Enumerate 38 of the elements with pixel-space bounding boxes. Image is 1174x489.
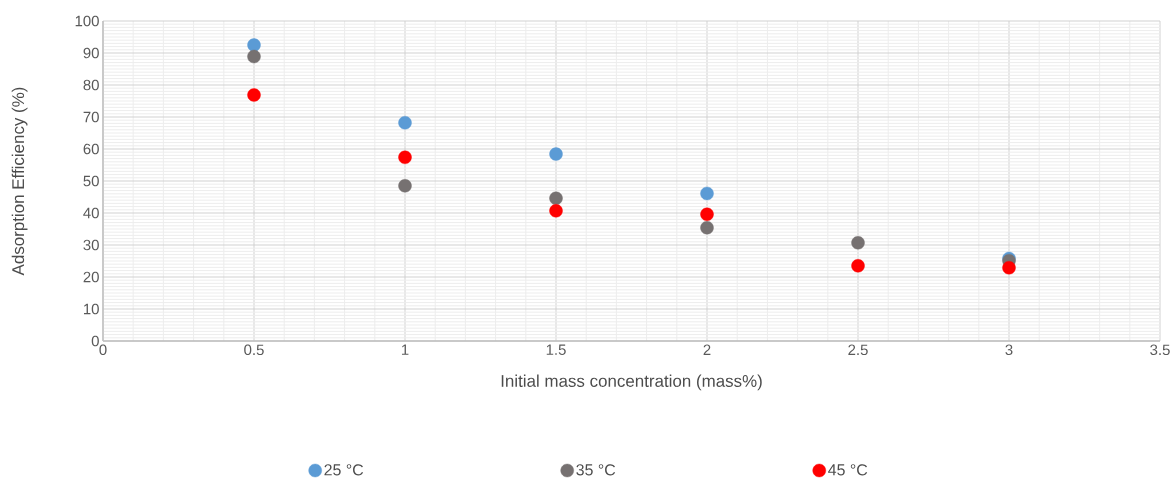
y-tick-label: 100 <box>75 15 99 27</box>
x-tick-label: 1.5 <box>546 344 566 355</box>
point <box>398 116 412 130</box>
y-tick-label: 20 <box>83 271 99 283</box>
x-tick-label: 2 <box>703 344 711 355</box>
point <box>549 147 563 161</box>
y-tick-label: 0 <box>91 335 99 347</box>
legend-label: 45 °C <box>828 464 868 476</box>
point <box>851 236 865 250</box>
x-tick-label: 0.5 <box>244 344 264 356</box>
x-tick-label: 0 <box>99 344 107 356</box>
y-tick-label: 30 <box>83 239 99 251</box>
point <box>851 259 865 273</box>
y-tick-label: 10 <box>84 303 99 315</box>
y-tick-label: 60 <box>83 143 99 155</box>
legend-label: 25 °C <box>324 464 364 476</box>
x-tick-label: 1 <box>401 344 409 355</box>
point <box>398 150 412 165</box>
point <box>1002 261 1016 275</box>
point <box>398 179 412 193</box>
point <box>549 204 563 218</box>
y-tick-label: 80 <box>83 79 99 91</box>
point <box>700 186 714 201</box>
point <box>247 49 261 64</box>
x-tick-label: 3 <box>1005 344 1013 356</box>
y-tick-label: 40 <box>83 207 99 219</box>
point <box>549 191 563 205</box>
x-tick-label: 3.5 <box>1150 344 1170 356</box>
x-tick-label: 2.5 <box>848 344 868 356</box>
legend-label: 35 °C <box>576 464 616 476</box>
y-tick-label: 70 <box>83 111 99 123</box>
y-axis-title: Adsorption Efficiency (%) <box>11 87 28 276</box>
y-tick-label: 90 <box>83 47 99 59</box>
x-axis-title: Initial mass concentration (mass%) <box>501 374 762 391</box>
y-tick-label: 50 <box>83 175 99 187</box>
point <box>247 88 261 102</box>
point <box>700 221 714 235</box>
point <box>700 207 714 221</box>
